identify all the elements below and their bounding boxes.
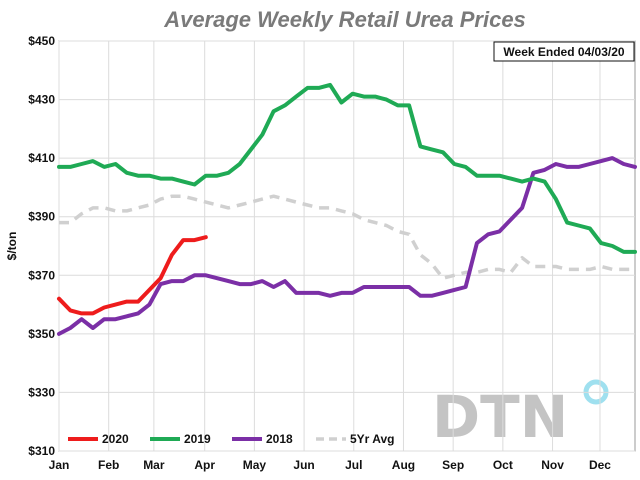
- y-tick-label: $410: [28, 151, 55, 165]
- legend-label: 2020: [102, 432, 129, 446]
- x-tick-label: Jul: [345, 458, 362, 472]
- annotation-text: Week Ended 04/03/20: [503, 45, 625, 59]
- gridlines: [58, 40, 635, 452]
- y-axis-label: $/ton: [5, 232, 19, 261]
- y-tick-label: $430: [28, 93, 55, 107]
- x-tick-label: May: [243, 458, 267, 472]
- series-line-5yr-avg: [59, 194, 635, 280]
- y-tick-label: $350: [28, 327, 55, 341]
- series-line-2019: [57, 82, 637, 254]
- series-lines: [57, 82, 637, 336]
- y-tick-label: $390: [28, 210, 55, 224]
- chart-title: Average Weekly Retail Urea Prices: [163, 7, 526, 32]
- week-ended-annotation: Week Ended 04/03/20: [493, 41, 635, 62]
- x-tick-label: Aug: [392, 458, 415, 472]
- legend: 2020 2019 2018 5Yr Avg: [68, 432, 394, 446]
- x-tick-label: Apr: [194, 458, 215, 472]
- x-tick-label: Feb: [98, 458, 119, 472]
- x-tick-label: Dec: [589, 458, 611, 472]
- y-tick-label: $330: [28, 385, 55, 399]
- x-axis: Jan Feb Mar Apr May Jun Jul Aug Sep Oct Nov Dec: [49, 458, 612, 472]
- legend-label: 5Yr Avg: [350, 432, 394, 446]
- y-tick-label: $370: [28, 268, 55, 282]
- x-tick-label: Jun: [293, 458, 314, 472]
- y-tick-label: $450: [28, 34, 55, 48]
- series-line-2018: [57, 156, 637, 336]
- legend-label: 2018: [266, 432, 293, 446]
- annotation-box: [493, 41, 635, 62]
- dtn-logo-text: DTN: [432, 383, 568, 451]
- series-line-2020: [57, 235, 208, 316]
- x-tick-label: Sep: [442, 458, 464, 472]
- x-tick-label: Mar: [143, 458, 165, 472]
- x-tick-label: Nov: [541, 458, 564, 472]
- y-tick-label: $310: [28, 444, 55, 458]
- plot-area: [58, 40, 636, 452]
- dtn-watermark: DTN: [432, 379, 609, 451]
- x-tick-label: Oct: [493, 458, 513, 472]
- legend-label: 2019: [184, 432, 211, 446]
- x-tick-label: Jan: [49, 458, 70, 472]
- y-axis: $310 $330 $350 $370 $390 $410 $430 $450: [28, 34, 55, 458]
